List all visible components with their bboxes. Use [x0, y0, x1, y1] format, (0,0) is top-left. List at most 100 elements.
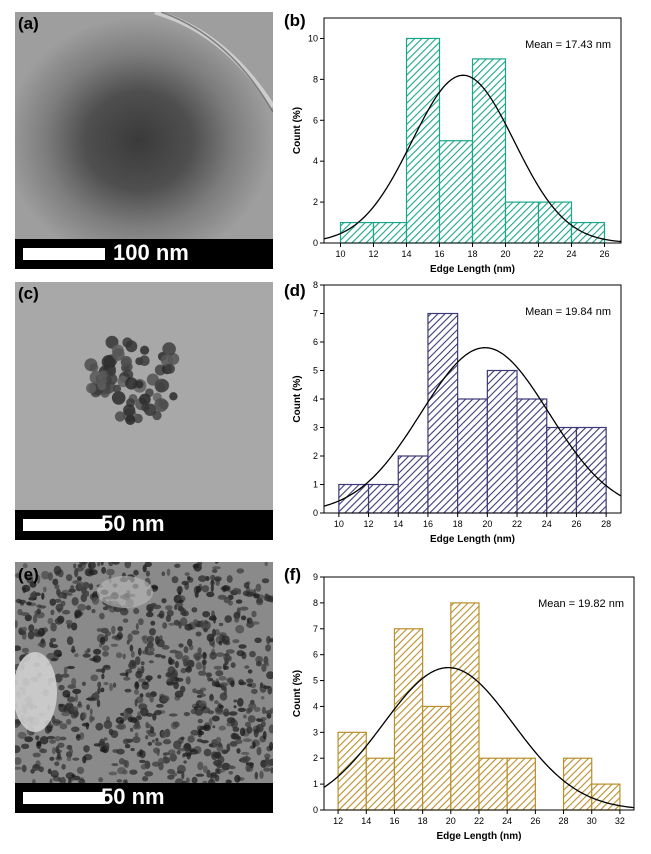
bar-f-30 — [591, 783, 621, 811]
chart-panel-b: (b) 10 12 14 16 18 20 22 24 26 0 2 4 6 8 10 Edge Length … — [282, 8, 642, 285]
x-tick-label-b-18: 18 — [467, 249, 477, 259]
x-tick-label-d-18: 18 — [453, 519, 463, 529]
x-tick-label-d-26: 26 — [571, 519, 581, 529]
chart-panel-f: (f) 12 14 16 18 20 22 24 26 28 30 32 0 1 2 3 4 5 6 7 8 9 Edge … — [282, 562, 642, 852]
scale-text-c: 50 nm — [101, 511, 165, 536]
tem-a-texture — [154, 12, 273, 113]
panel-label-d: (d) — [284, 281, 306, 300]
x-tick-label-d-12: 12 — [364, 519, 374, 529]
y-tick-label-f-1: 1 — [313, 779, 318, 789]
y-tick-label-d-6: 6 — [313, 337, 318, 347]
y-axis-label-d: Count (%) — [292, 375, 303, 422]
x-tick-label-d-10: 10 — [334, 519, 344, 529]
x-tick-label-f-16: 16 — [389, 816, 399, 826]
bar-b-12 — [372, 221, 408, 244]
bar-f-22 — [478, 757, 508, 811]
bar-b-14 — [405, 37, 441, 244]
fit-curve-b — [323, 74, 622, 243]
bar-d-12 — [367, 483, 399, 514]
x-tick-label-b-16: 16 — [434, 249, 444, 259]
bar-f-20 — [450, 602, 480, 811]
scale-bar-e: 50 nm — [15, 783, 273, 813]
bar-b-16 — [438, 140, 474, 244]
bar-d-26 — [575, 426, 607, 514]
x-tick-label-d-24: 24 — [542, 519, 552, 529]
y-tick-label-f-6: 6 — [313, 650, 318, 660]
tem-image-a: 100 nm — [15, 12, 273, 269]
x-tick-label-f-28: 28 — [559, 816, 569, 826]
x-tick-label-b-20: 20 — [500, 249, 510, 259]
bar-d-18 — [457, 398, 488, 514]
bar-f-18 — [422, 705, 452, 811]
y-tick-label-b-2: 2 — [313, 197, 318, 207]
x-tick-label-f-22: 22 — [474, 816, 484, 826]
bar-b-18 — [471, 58, 507, 244]
x-tick-label-d-20: 20 — [482, 519, 492, 529]
x-tick-label-f-32: 32 — [615, 816, 625, 826]
y-tick-label-b-6: 6 — [313, 115, 318, 125]
y-tick-label-f-4: 4 — [313, 701, 318, 711]
scale-text-a: 100 nm — [113, 240, 189, 265]
bar-f-24 — [506, 757, 536, 811]
x-tick-label-b-12: 12 — [368, 249, 378, 259]
x-tick-label-d-16: 16 — [423, 519, 433, 529]
y-axis-label-f: Count (%) — [292, 670, 303, 717]
x-tick-label-f-18: 18 — [418, 816, 428, 826]
bar-d-14 — [397, 455, 429, 514]
y-tick-label-d-3: 3 — [313, 423, 318, 433]
panel-label-e: (e) — [18, 565, 39, 584]
fit-curve-f — [323, 666, 635, 809]
tem-image-e: 50 nm — [15, 562, 273, 813]
x-tick-label-f-20: 20 — [446, 816, 456, 826]
x-tick-label-f-24: 24 — [502, 816, 512, 826]
bar-b-24 — [570, 221, 606, 244]
y-tick-label-b-8: 8 — [313, 74, 318, 84]
histogram-f: (f)12 14 16 18 20 22 24 26 28 30 320123456789Edge … — [284, 565, 635, 842]
y-tick-label-f-9: 9 — [313, 572, 318, 582]
x-tick-label-b-14: 14 — [401, 249, 411, 259]
y-tick-label-d-7: 7 — [313, 309, 318, 319]
tem-c-particles — [84, 335, 180, 425]
y-tick-label-f-7: 7 — [313, 624, 318, 634]
scale-bar-c: 50 nm — [15, 510, 273, 540]
chart-panel-d: (d) 10 12 14 16 18 20 22 24 26 28 0 1 2 3 4 5 6 7 8 Edge Len… — [282, 278, 642, 555]
x-tick-label-d-14: 14 — [393, 519, 403, 529]
mean-annotation-b: Mean = 17.43 nm — [525, 39, 611, 51]
fit-curve-d — [323, 347, 622, 507]
bar-b-10 — [339, 221, 375, 244]
bar-d-22 — [516, 398, 548, 514]
x-tick-label-d-28: 28 — [601, 519, 611, 529]
mean-annotation-d: Mean = 19.84 nm — [525, 306, 611, 318]
y-tick-label-b-10: 10 — [308, 33, 318, 43]
y-tick-label-d-0: 0 — [313, 508, 318, 518]
y-tick-label-b-0: 0 — [313, 238, 318, 248]
tem-image-c: 50 nm — [15, 282, 273, 540]
bar-d-24 — [546, 426, 578, 514]
x-tick-label-d-22: 22 — [512, 519, 522, 529]
y-tick-label-f-8: 8 — [313, 598, 318, 608]
bar-f-12 — [337, 731, 367, 811]
bar-b-20 — [504, 201, 540, 244]
y-tick-label-f-2: 2 — [313, 753, 318, 763]
x-axis-label-b: Edge Length (nm) — [430, 264, 515, 275]
x-tick-label-b-26: 26 — [599, 249, 609, 259]
x-axis-label-f: Edge Length (nm) — [437, 831, 522, 842]
y-tick-label-d-1: 1 — [313, 480, 318, 490]
x-tick-label-b-22: 22 — [533, 249, 543, 259]
bar-d-16 — [427, 312, 459, 514]
x-tick-label-b-24: 24 — [566, 249, 576, 259]
bar-d-20 — [486, 369, 518, 514]
x-tick-label-f-12: 12 — [333, 816, 343, 826]
scale-text-e: 50 nm — [101, 784, 165, 809]
tem-e-particles — [15, 562, 273, 813]
y-tick-label-d-8: 8 — [313, 280, 318, 290]
y-tick-label-f-5: 5 — [313, 676, 318, 686]
bar-b-22 — [537, 201, 573, 244]
y-tick-label-d-5: 5 — [313, 366, 318, 376]
x-tick-label-b-10: 10 — [335, 249, 345, 259]
y-tick-label-f-3: 3 — [313, 727, 318, 737]
bar-f-16 — [393, 628, 424, 811]
panel-label-c: (c) — [18, 284, 39, 303]
